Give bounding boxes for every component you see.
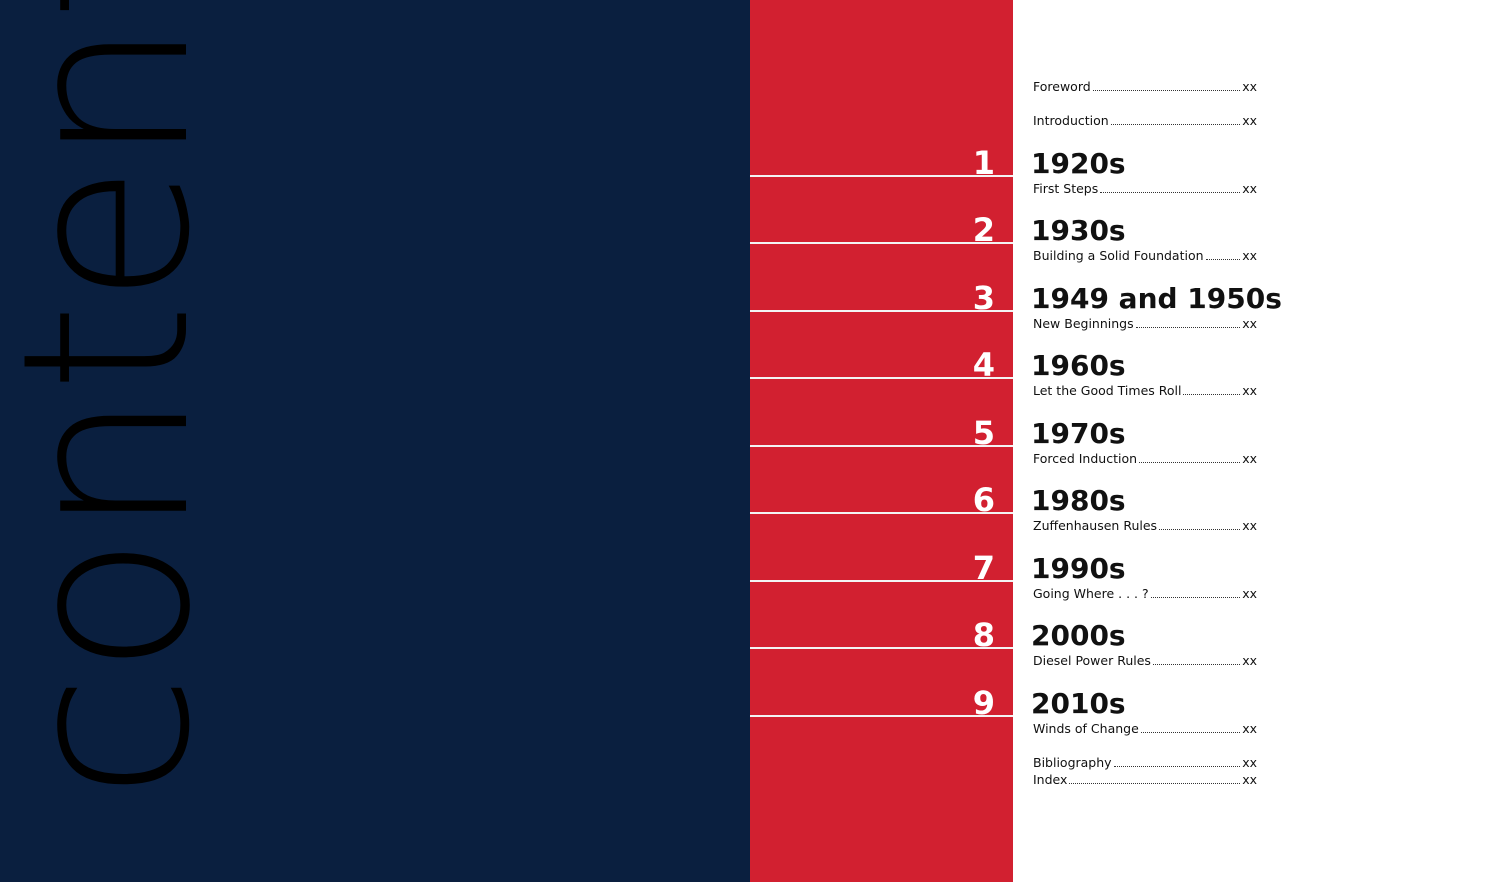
toc-entry-index[interactable]: Index xx — [1033, 772, 1257, 788]
toc-page: xx — [1242, 755, 1257, 770]
toc-entry-chapter-9[interactable]: Winds of Change xx — [1033, 721, 1257, 737]
chapter-heading: 1970s — [1031, 417, 1126, 450]
chapter-number: 6 — [972, 481, 995, 519]
dot-leader — [1110, 124, 1241, 125]
chapter-number-strip: 1 2 3 4 5 6 7 8 9 — [750, 0, 1013, 882]
chapter-number: 7 — [972, 549, 995, 587]
table-of-contents: Foreword xx Introduction xx 1920s First St… — [1031, 0, 1282, 882]
dot-leader — [1140, 732, 1241, 733]
chapter-divider-line — [750, 715, 1013, 717]
chapter-number: 5 — [972, 414, 995, 452]
chapter-number: 9 — [972, 684, 995, 722]
toc-entry-chapter-8[interactable]: Diesel Power Rules xx — [1033, 653, 1257, 669]
chapter-heading: 1930s — [1031, 214, 1126, 247]
dot-leader — [1152, 664, 1241, 665]
chapter-heading: 1980s — [1031, 484, 1126, 517]
dot-leader — [1205, 259, 1241, 260]
toc-page: xx — [1242, 721, 1257, 736]
dot-leader — [1135, 327, 1241, 328]
toc-entry-chapter-7[interactable]: Going Where . . . ? xx — [1033, 586, 1257, 602]
chapter-divider-line — [750, 647, 1013, 649]
dot-leader — [1183, 394, 1241, 395]
toc-entry-chapter-4[interactable]: Let the Good Times Roll xx — [1033, 383, 1257, 399]
toc-label: Introduction — [1033, 113, 1109, 128]
toc-label: Bibliography — [1033, 755, 1112, 770]
toc-page: xx — [1242, 248, 1257, 263]
toc-page: xx — [1242, 79, 1257, 94]
chapter-heading: 1949 and 1950s — [1031, 282, 1282, 315]
chapter-divider-line — [750, 310, 1013, 312]
chapter-number: 3 — [972, 279, 995, 317]
chapter-heading: 1920s — [1031, 147, 1126, 180]
dot-leader — [1113, 766, 1241, 767]
page-title: contents — [0, 0, 241, 800]
dot-leader — [1150, 597, 1241, 598]
chapter-divider-line — [750, 512, 1013, 514]
toc-label: Building a Solid Foundation — [1033, 248, 1204, 263]
toc-entry-chapter-3[interactable]: New Beginnings xx — [1033, 316, 1257, 332]
navy-panel: contents — [0, 0, 750, 882]
toc-page: xx — [1242, 586, 1257, 601]
toc-entry-foreword[interactable]: Foreword xx — [1033, 79, 1257, 95]
toc-entry-chapter-2[interactable]: Building a Solid Foundation xx — [1033, 248, 1257, 264]
chapter-divider-line — [750, 242, 1013, 244]
toc-page: xx — [1242, 113, 1257, 128]
dot-leader — [1069, 783, 1241, 784]
chapter-number: 2 — [972, 211, 995, 249]
dot-leader — [1100, 192, 1241, 193]
toc-label: Foreword — [1033, 79, 1091, 94]
toc-page: xx — [1242, 181, 1257, 196]
toc-entry-chapter-1[interactable]: First Steps xx — [1033, 181, 1257, 197]
chapter-number: 8 — [972, 616, 995, 654]
chapter-divider-line — [750, 377, 1013, 379]
toc-entry-introduction[interactable]: Introduction xx — [1033, 113, 1257, 129]
chapter-heading: 2000s — [1031, 619, 1126, 652]
chapter-heading: 2010s — [1031, 687, 1126, 720]
toc-label: First Steps — [1033, 181, 1099, 196]
toc-page: xx — [1242, 772, 1257, 787]
toc-page: xx — [1242, 653, 1257, 668]
toc-label: New Beginnings — [1033, 316, 1134, 331]
toc-label: Let the Good Times Roll — [1033, 383, 1182, 398]
chapter-number: 1 — [972, 144, 995, 182]
toc-label: Diesel Power Rules — [1033, 653, 1151, 668]
toc-label: Index — [1033, 772, 1068, 787]
toc-page: xx — [1242, 316, 1257, 331]
toc-page: xx — [1242, 518, 1257, 533]
toc-entry-chapter-5[interactable]: Forced Induction xx — [1033, 451, 1257, 467]
chapter-number: 4 — [972, 346, 995, 384]
toc-entry-chapter-6[interactable]: Zuffenhausen Rules xx — [1033, 518, 1257, 534]
toc-page: xx — [1242, 383, 1257, 398]
chapter-heading: 1960s — [1031, 349, 1126, 382]
dot-leader — [1139, 462, 1241, 463]
toc-label: Winds of Change — [1033, 721, 1139, 736]
chapter-divider-line — [750, 175, 1013, 177]
toc-entry-bibliography[interactable]: Bibliography xx — [1033, 755, 1257, 771]
chapter-divider-line — [750, 580, 1013, 582]
toc-label: Forced Induction — [1033, 451, 1138, 466]
chapter-divider-line — [750, 445, 1013, 447]
toc-label: Going Where . . . ? — [1033, 586, 1149, 601]
dot-leader — [1092, 90, 1241, 91]
chapter-heading: 1990s — [1031, 552, 1126, 585]
dot-leader — [1159, 529, 1241, 530]
toc-page: xx — [1242, 451, 1257, 466]
toc-label: Zuffenhausen Rules — [1033, 518, 1158, 533]
